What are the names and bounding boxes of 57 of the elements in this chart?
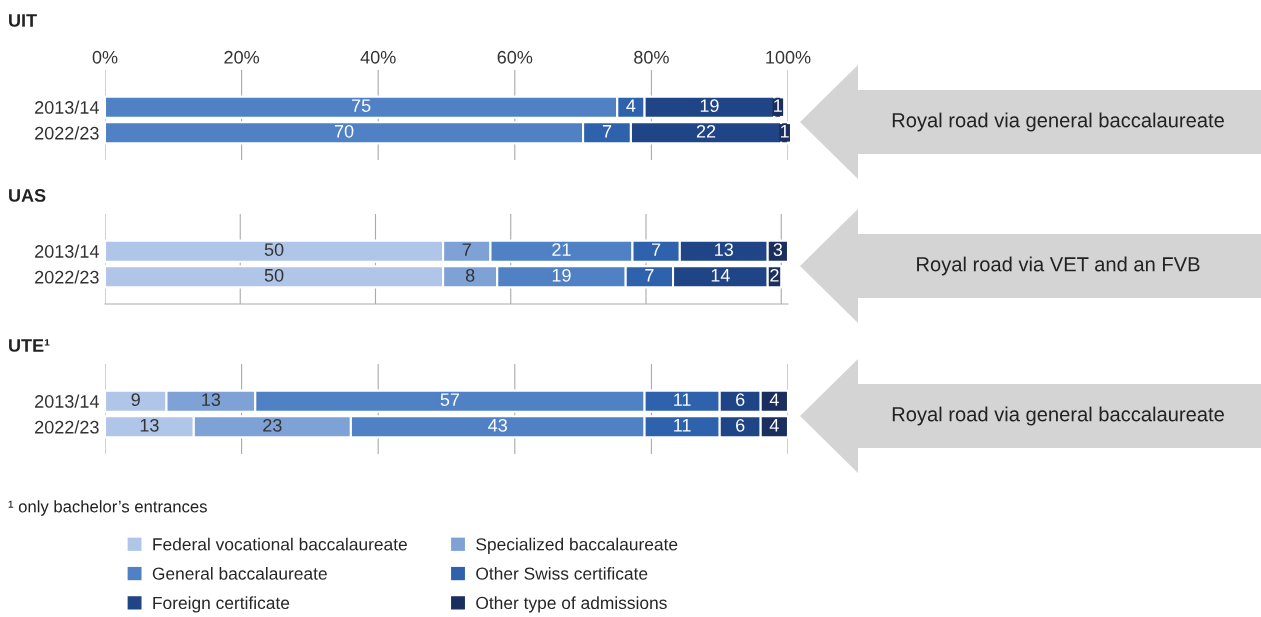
x-tick-label: 20% (224, 50, 260, 64)
data-label: 19 (552, 268, 571, 282)
x-tick-label: 60% (497, 50, 533, 64)
data-label: 13 (202, 393, 221, 406)
y-tick-label: 2013/14 (35, 394, 99, 408)
data-label: 50 (264, 243, 284, 256)
data-label: 6 (736, 393, 745, 406)
y-tick-label: 2022/23 (35, 270, 99, 284)
data-label: 9 (131, 393, 140, 406)
data-label: 57 (440, 393, 460, 406)
data-label: 19 (700, 99, 719, 112)
text: ¹ only bachelor’s entrances (8, 500, 207, 516)
data-label: 7 (645, 269, 654, 282)
data-label: 7 (652, 243, 661, 256)
legend-label: Other type of admissions (476, 596, 667, 613)
x-tick-label: 40% (360, 50, 396, 64)
legend-label: Other Swiss certificate (476, 567, 648, 580)
data-label: 6 (736, 418, 745, 432)
y-tick-label: 2022/23 (35, 420, 99, 434)
data-label: 50 (264, 268, 284, 282)
data-label: 7 (462, 243, 471, 256)
chart-title: UIT (9, 14, 37, 27)
legend-label: General baccalaureate (152, 567, 327, 580)
data-label: 23 (263, 418, 282, 432)
data-label: 8 (465, 268, 475, 282)
data-label: 1 (780, 125, 789, 138)
text: Royal road via VET and an FVB (917, 256, 1200, 276)
legend-label: Specialized baccalaureate (476, 537, 678, 554)
data-label: 7 (602, 125, 612, 138)
data-label: 4 (769, 419, 779, 432)
legend-label: Federal vocational baccalaureate (153, 537, 407, 551)
data-label: 11 (674, 393, 691, 406)
data-label: 13 (715, 243, 734, 256)
data-label: 1 (774, 99, 782, 112)
data-label: 21 (552, 243, 571, 256)
y-tick-label: 2013/14 (35, 244, 99, 258)
data-label: 22 (696, 124, 716, 138)
x-tick-label: 80% (634, 50, 669, 64)
data-label: 2 (770, 268, 779, 282)
x-tick-label: 100% (766, 50, 811, 64)
data-label: 4 (626, 99, 636, 112)
legend-label: Foreign certificate (153, 596, 290, 613)
data-label: 4 (769, 393, 779, 406)
chart-title: UAS (9, 189, 46, 202)
text: Royal road via general baccalaureate (892, 406, 1224, 426)
x-tick-label: 0% (92, 50, 118, 64)
data-label: 43 (488, 418, 507, 432)
data-label: 75 (352, 99, 371, 112)
y-tick-label: 2022/23 (35, 126, 99, 140)
data-label: 3 (773, 243, 783, 256)
chart-title: UTE¹ (9, 339, 50, 352)
data-label: 13 (140, 418, 159, 432)
y-tick-label: 2013/14 (35, 100, 99, 114)
data-label: 70 (334, 124, 354, 138)
text: Royal road via general baccalaureate (892, 112, 1224, 132)
data-label: 11 (674, 419, 691, 432)
data-label: 14 (711, 269, 730, 282)
